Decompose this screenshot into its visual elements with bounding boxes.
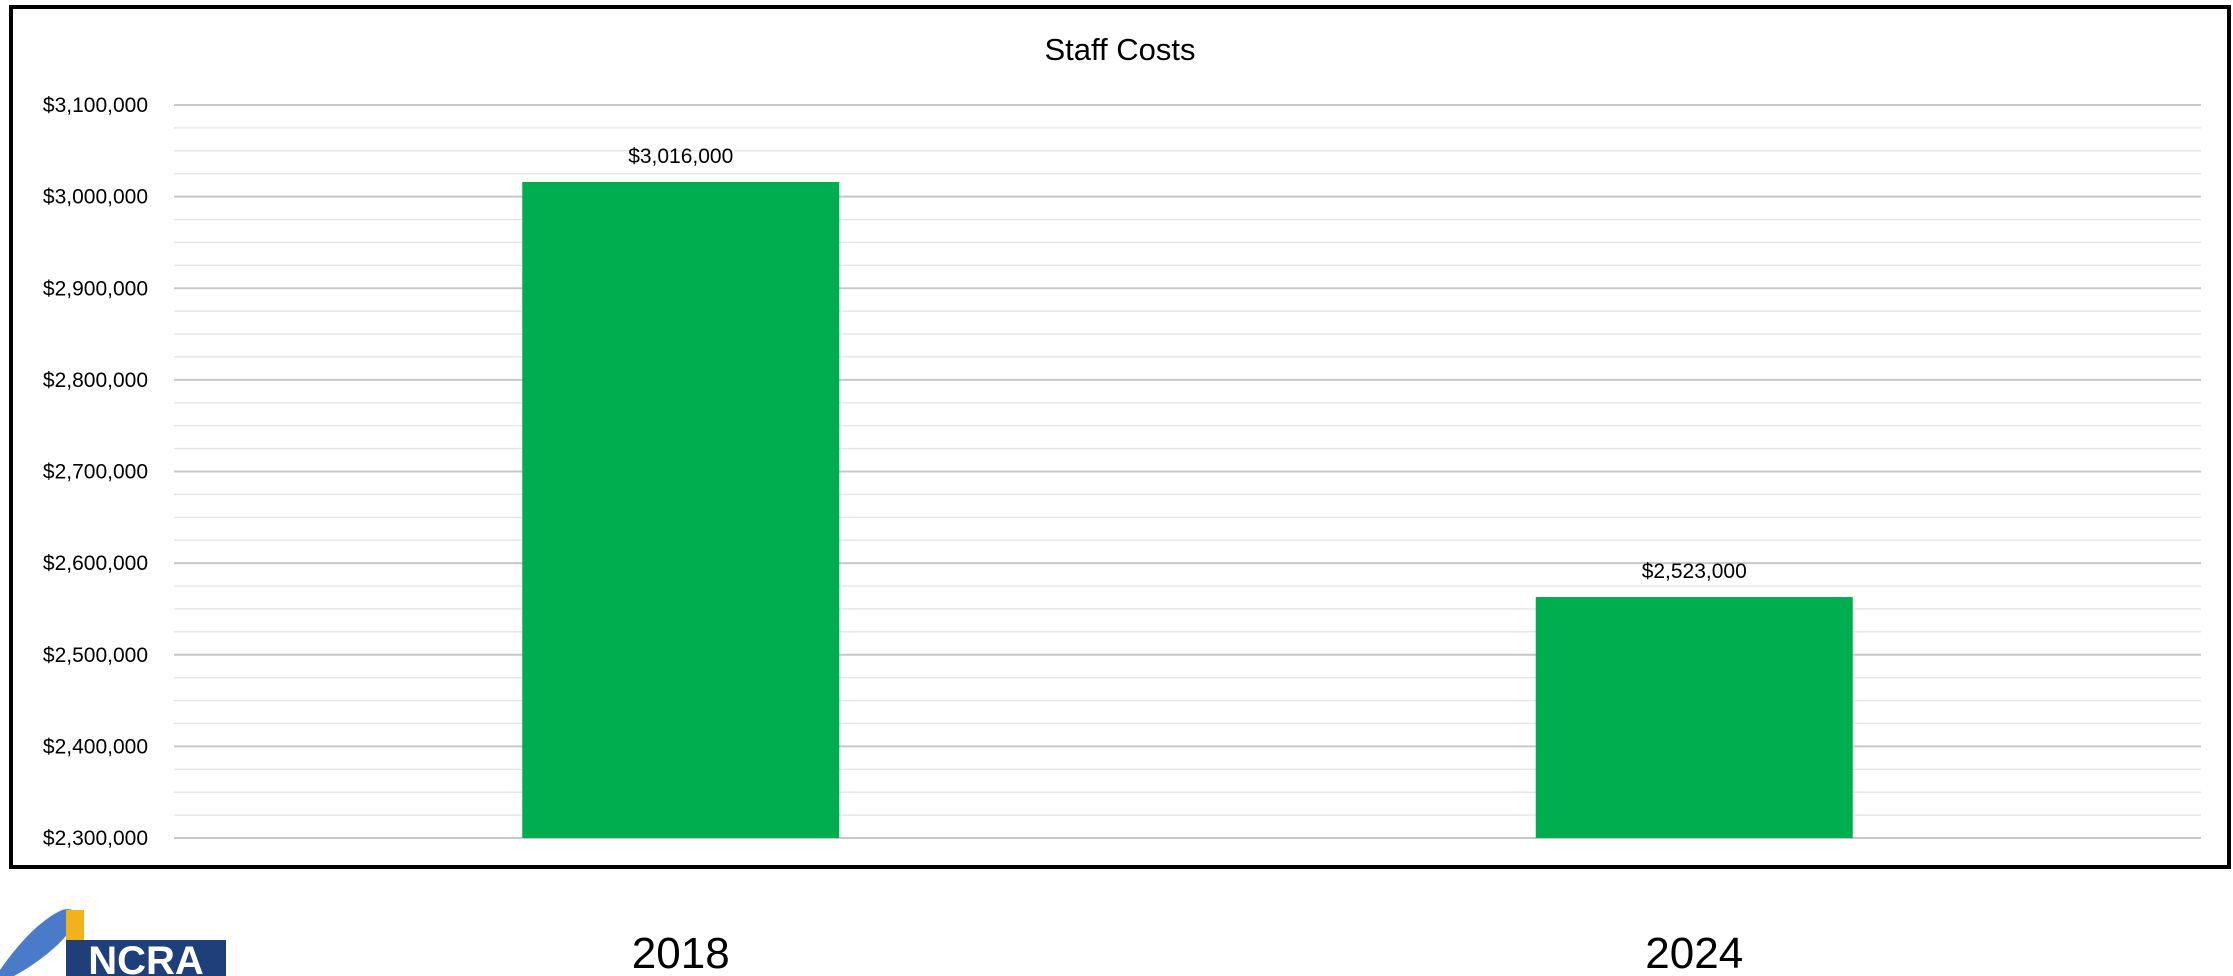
y-tick-label: $2,400,000 xyxy=(43,735,148,758)
data-label-2024: $2,523,000 xyxy=(1642,560,1747,583)
category-label-2024: 2024 xyxy=(1645,929,1743,976)
data-label-2018: $3,016,000 xyxy=(628,145,733,168)
y-tick-label: $3,100,000 xyxy=(43,94,148,117)
logo-swoosh-icon xyxy=(0,909,77,976)
y-tick-label: $2,500,000 xyxy=(43,644,148,667)
y-tick-label: $2,300,000 xyxy=(43,827,148,850)
data-label-layer: $3,016,000 $2,523,000 xyxy=(628,145,1747,583)
bar-2018 xyxy=(522,181,840,839)
bar-layer xyxy=(522,181,1853,839)
y-tick-label: $3,000,000 xyxy=(43,186,148,209)
y-tick-label: $2,700,000 xyxy=(43,461,148,484)
logo-navy-block-icon xyxy=(66,940,226,976)
ncra-logo: NCRA xyxy=(0,909,226,976)
chart-title: Staff Costs xyxy=(1044,32,1195,67)
y-tick-label: $2,900,000 xyxy=(43,277,148,300)
grid-layer xyxy=(174,104,2201,839)
y-tick-label: $2,600,000 xyxy=(43,552,148,575)
chart-frame xyxy=(9,5,2231,869)
y-tick-label: $2,800,000 xyxy=(43,369,148,392)
y-axis-tick-labels: $2,300,000 $2,400,000 $2,500,000 $2,600,000… xyxy=(43,94,148,850)
category-label-layer: 2018 2024 xyxy=(632,929,1743,976)
bar-2024 xyxy=(1535,597,1853,838)
category-label-2018: 2018 xyxy=(632,929,730,976)
logo-gold-bar-icon xyxy=(66,910,84,940)
logo-text: NCRA xyxy=(88,939,204,976)
